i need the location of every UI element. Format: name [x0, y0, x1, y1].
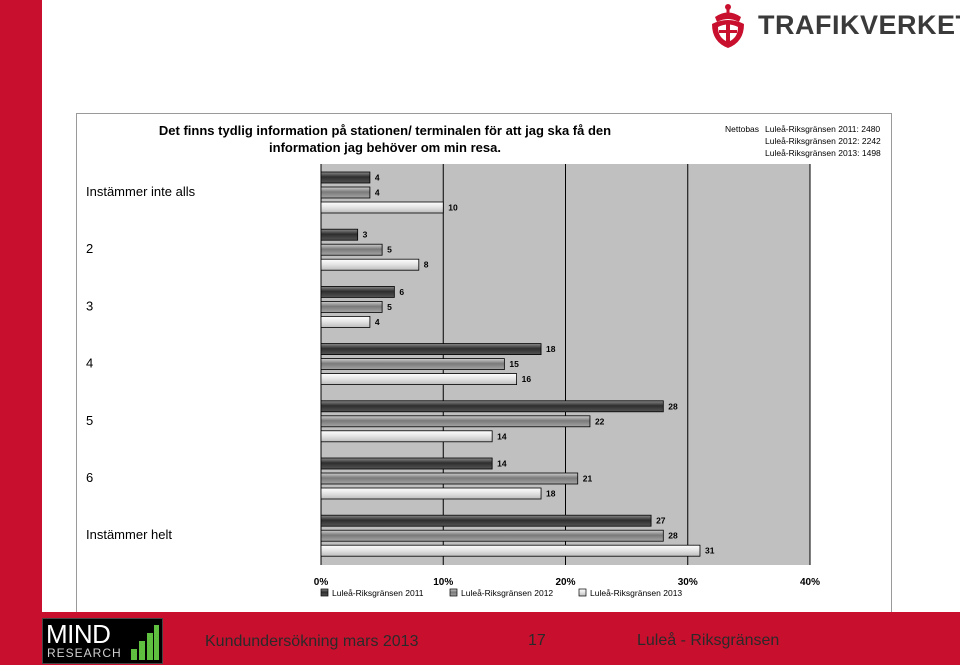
nettobas-entry: Luleå-Riksgränsen 2011: 2480 [765, 124, 880, 134]
mind-logo-sub: RESEARCH [47, 646, 122, 660]
value-label: 5 [387, 245, 392, 255]
bar [320, 186, 371, 199]
chart-title-line-2: information jag behöver om min resa. [269, 140, 501, 155]
bar [320, 487, 542, 500]
value-label: 16 [522, 374, 532, 384]
category-label: Instämmer helt [86, 527, 172, 542]
nettobas-entry: Luleå-Riksgränsen 2013: 1498 [765, 148, 881, 158]
legend-label: Luleå-Riksgränsen 2012 [461, 588, 553, 598]
value-label: 14 [497, 459, 507, 469]
value-label: 31 [705, 546, 715, 556]
legend-label: Luleå-Riksgränsen 2011 [332, 588, 424, 598]
x-tick-label: 0% [314, 577, 329, 588]
mind-research-logo: MIND RESEARCH [42, 618, 163, 664]
chart-frame: Det finns tydlig information på statione… [76, 113, 892, 612]
category-label: 2 [86, 241, 93, 256]
bar [320, 400, 664, 413]
mind-logo-word: MIND [46, 619, 111, 649]
value-label: 3 [363, 230, 368, 240]
bar [320, 243, 383, 256]
value-label: 21 [583, 474, 593, 484]
nettobas-label: Nettobas [725, 124, 759, 134]
bar [320, 529, 664, 542]
legend-swatch [320, 588, 329, 597]
bar [320, 472, 579, 485]
value-label: 6 [399, 287, 404, 297]
value-label: 27 [656, 516, 666, 526]
x-axis-ticks: 0% 10% 20% 30% 40% [314, 577, 820, 588]
bar [320, 457, 493, 470]
left-brand-band [0, 0, 42, 665]
category-label: 4 [86, 356, 93, 371]
trafikverket-logo: TRAFIKVERKET [708, 2, 960, 52]
logo-wordmark: TRAFIKVERKET [758, 10, 960, 40]
crown-emblem-icon [712, 4, 744, 48]
value-label: 15 [509, 359, 519, 369]
value-label: 22 [595, 416, 605, 426]
bar [320, 285, 395, 298]
footer-route: Luleå - Riksgränsen [637, 632, 780, 649]
legend-label: Luleå-Riksgränsen 2013 [590, 588, 682, 598]
bar [320, 315, 371, 328]
x-tick-label: 10% [433, 577, 453, 588]
x-tick-label: 20% [555, 577, 575, 588]
value-label: 28 [668, 531, 678, 541]
bar [320, 430, 493, 443]
bar [320, 258, 420, 271]
category-label: Instämmer inte alls [86, 184, 196, 199]
bar [320, 343, 542, 356]
category-labels: Instämmer inte alls 2 3 4 5 6 Instämmer helt [86, 184, 196, 542]
chart-title-line-1: Det finns tydlig information på statione… [159, 123, 611, 138]
value-label: 4 [375, 188, 380, 198]
bar [320, 544, 701, 557]
x-tick-label: 40% [800, 577, 820, 588]
signal-bars-icon [131, 625, 159, 660]
legend: Luleå-Riksgränsen 2011 Luleå-Riksgränsen … [320, 588, 682, 598]
value-label: 4 [375, 317, 380, 327]
nettobas-entry: Luleå-Riksgränsen 2012: 2242 [765, 136, 881, 146]
legend-swatch [449, 588, 458, 597]
value-label: 28 [668, 401, 678, 411]
bar-chart: Det finns tydlig information på statione… [86, 123, 881, 598]
nettobas-list: Luleå-Riksgränsen 2011: 2480 Luleå-Riksgr… [765, 124, 881, 158]
value-label: 18 [546, 344, 556, 354]
value-label: 10 [448, 203, 458, 213]
value-label: 14 [497, 431, 507, 441]
category-label: 6 [86, 470, 93, 485]
bar [320, 514, 652, 527]
bar [320, 171, 371, 184]
value-label: 18 [546, 489, 556, 499]
bar [320, 373, 518, 386]
bar [320, 415, 591, 428]
category-label: 5 [86, 413, 93, 428]
legend-swatch [578, 588, 587, 597]
footer-survey-title: Kundundersökning mars 2013 [205, 633, 419, 650]
bar [320, 300, 383, 313]
value-label: 4 [375, 173, 380, 183]
bar [320, 358, 505, 371]
bar [320, 201, 444, 214]
value-label: 5 [387, 302, 392, 312]
category-label: 3 [86, 298, 93, 313]
bars [320, 171, 701, 557]
value-label: 8 [424, 260, 429, 270]
x-tick-label: 30% [678, 577, 698, 588]
bar [320, 228, 359, 241]
footer-page-number: 17 [528, 632, 546, 649]
